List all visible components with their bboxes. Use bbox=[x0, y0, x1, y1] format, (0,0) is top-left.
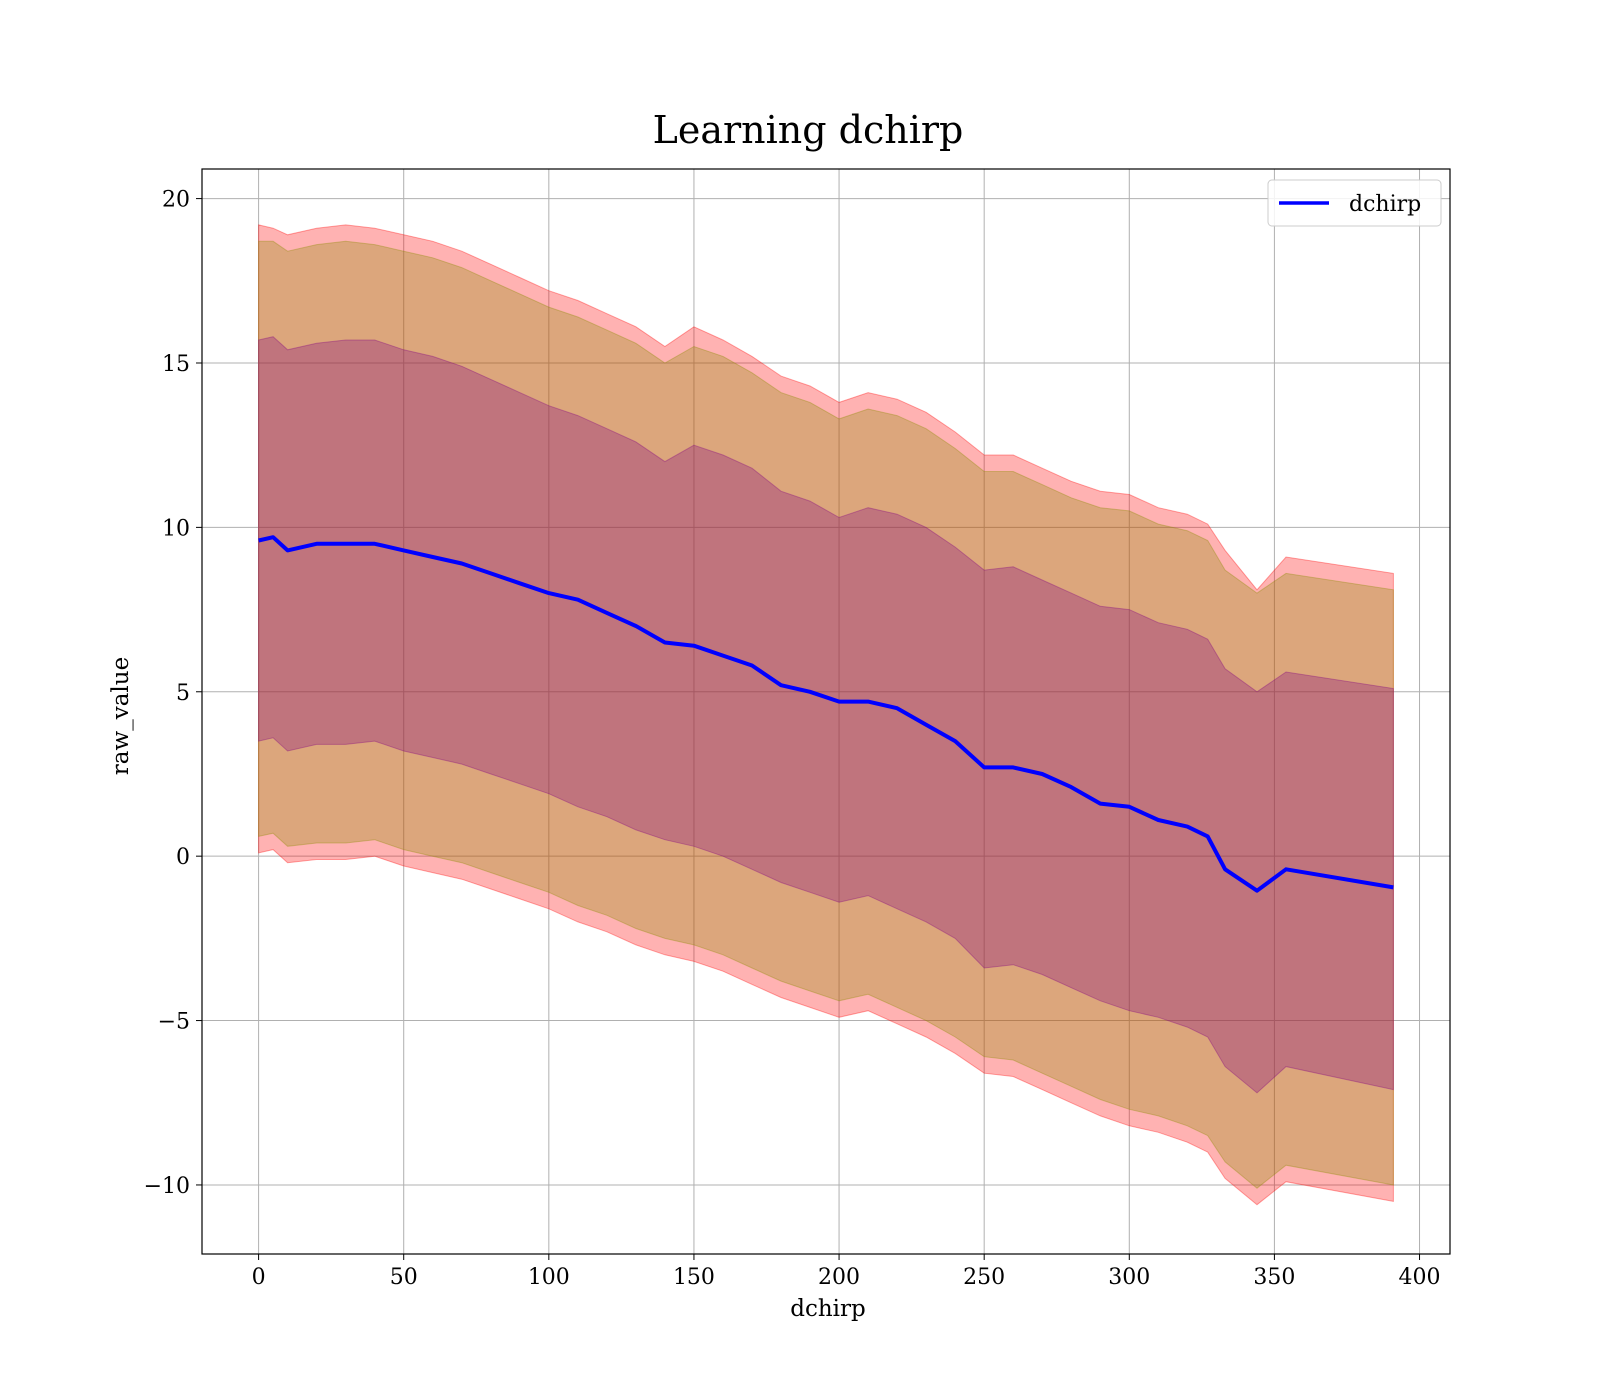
confidence-bands bbox=[258, 224, 1394, 1206]
y-axis-label: raw_value bbox=[108, 657, 134, 775]
y-tick-label: 0 bbox=[176, 845, 190, 870]
legend-box bbox=[1267, 179, 1442, 227]
y-tick-label: −10 bbox=[144, 1174, 190, 1199]
y-tick-label: 10 bbox=[162, 516, 190, 541]
x-tick-label: 0 bbox=[252, 1265, 266, 1290]
plot-frame bbox=[201, 168, 1451, 1255]
x-tick-label: 100 bbox=[528, 1265, 570, 1290]
y-tick-label: 5 bbox=[176, 681, 190, 706]
x-axis-label: dchirp bbox=[790, 1296, 866, 1322]
series-line-dchirp bbox=[258, 535, 1394, 893]
axis-ticks: 0 50 100 150 200 250 300 350 400 −10 −5 0 5 10 15 20 bbox=[144, 188, 1441, 1290]
band-2 bbox=[258, 336, 1394, 1094]
legend: dchirp bbox=[1267, 179, 1442, 227]
grid bbox=[202, 169, 1450, 1254]
series-lines bbox=[258, 535, 1394, 893]
y-tick-label: −5 bbox=[158, 1010, 190, 1035]
band-1 bbox=[258, 240, 1394, 1189]
x-tick-label: 300 bbox=[1108, 1265, 1150, 1290]
chart-title: Learning dchirp bbox=[653, 108, 964, 152]
x-tick-label: 50 bbox=[390, 1265, 418, 1290]
x-tick-label: 400 bbox=[1399, 1265, 1441, 1290]
y-tick-label: 20 bbox=[162, 188, 190, 213]
band-0 bbox=[258, 224, 1394, 1206]
x-tick-label: 250 bbox=[963, 1265, 1005, 1290]
x-tick-label: 350 bbox=[1253, 1265, 1295, 1290]
x-tick-label: 150 bbox=[673, 1265, 715, 1290]
y-tick-label: 15 bbox=[162, 352, 190, 377]
x-tick-label: 200 bbox=[818, 1265, 860, 1290]
legend-label-dchirp: dchirp bbox=[1349, 192, 1421, 217]
